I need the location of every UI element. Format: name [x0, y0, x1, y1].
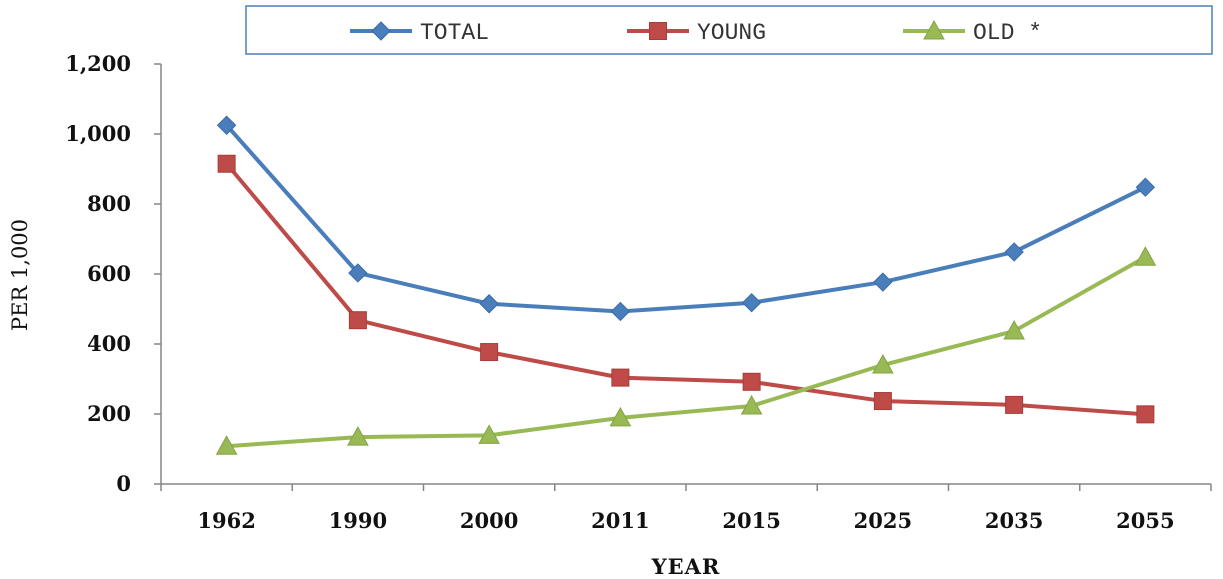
series-3 [215, 246, 1157, 455]
y-tick-label: 400 [87, 331, 131, 356]
legend-label: TOTAL [420, 20, 489, 46]
series-line [226, 255, 1147, 449]
data-point [1005, 395, 1024, 414]
data-point [611, 368, 630, 387]
series-line [225, 123, 1147, 314]
legend-label: OLD * [973, 20, 1042, 46]
chart-series [215, 115, 1157, 455]
data-point [1134, 246, 1157, 266]
y-tick-label: 1,000 [65, 121, 131, 146]
data-point [217, 154, 236, 173]
data-point [610, 301, 631, 322]
data-point [873, 392, 892, 411]
data-point [1136, 405, 1155, 424]
data-point [742, 372, 761, 391]
data-point [479, 294, 499, 314]
y-axis-title: PER 1,000 [8, 219, 32, 331]
x-tick-label: 2055 [1116, 508, 1174, 533]
series-2 [217, 154, 1155, 424]
x-axis-title: YEAR [651, 554, 721, 579]
data-point [215, 435, 238, 455]
x-tick-label: 2000 [460, 508, 518, 533]
x-tick-label: 1990 [329, 508, 387, 533]
legend-entry: TOTAL [350, 20, 489, 46]
data-point [1003, 320, 1025, 340]
y-tick-label: 0 [116, 471, 131, 496]
data-point [872, 353, 894, 374]
chart-legend: TOTAL YOUNG OLD * [245, 5, 1213, 55]
data-point [609, 406, 632, 427]
data-point [1135, 177, 1156, 197]
legend-entry: OLD * [903, 19, 1042, 46]
series-line [225, 162, 1146, 417]
data-point [1004, 242, 1024, 262]
data-point [348, 263, 368, 283]
legend-marker [371, 21, 391, 41]
data-point [348, 311, 367, 330]
data-point [347, 426, 369, 446]
x-tick-label: 2015 [722, 508, 780, 533]
x-tick-label: 2025 [854, 508, 912, 533]
data-point [480, 343, 499, 362]
data-point [741, 292, 762, 313]
legend-marker [649, 22, 667, 40]
data-point [478, 424, 500, 444]
chart-axes: 0 200 400 600 800 1,000 1,200 1962 1990 2000 2011 2… [65, 51, 1212, 533]
x-tick-label: 2035 [985, 508, 1043, 533]
series-1 [216, 115, 1156, 322]
x-tick-label: 2011 [591, 508, 649, 533]
legend-entry: YOUNG [627, 20, 766, 46]
data-point [216, 115, 237, 135]
y-tick-label: 600 [87, 261, 131, 286]
y-tick-label: 200 [87, 401, 131, 426]
x-tick-label: 1962 [197, 508, 255, 533]
legend-marker [923, 19, 945, 40]
y-tick-label: 800 [87, 191, 131, 216]
legend-label: YOUNG [697, 20, 766, 46]
data-point [873, 272, 893, 292]
data-point [740, 394, 763, 415]
y-tick-label: 1,200 [65, 51, 131, 76]
